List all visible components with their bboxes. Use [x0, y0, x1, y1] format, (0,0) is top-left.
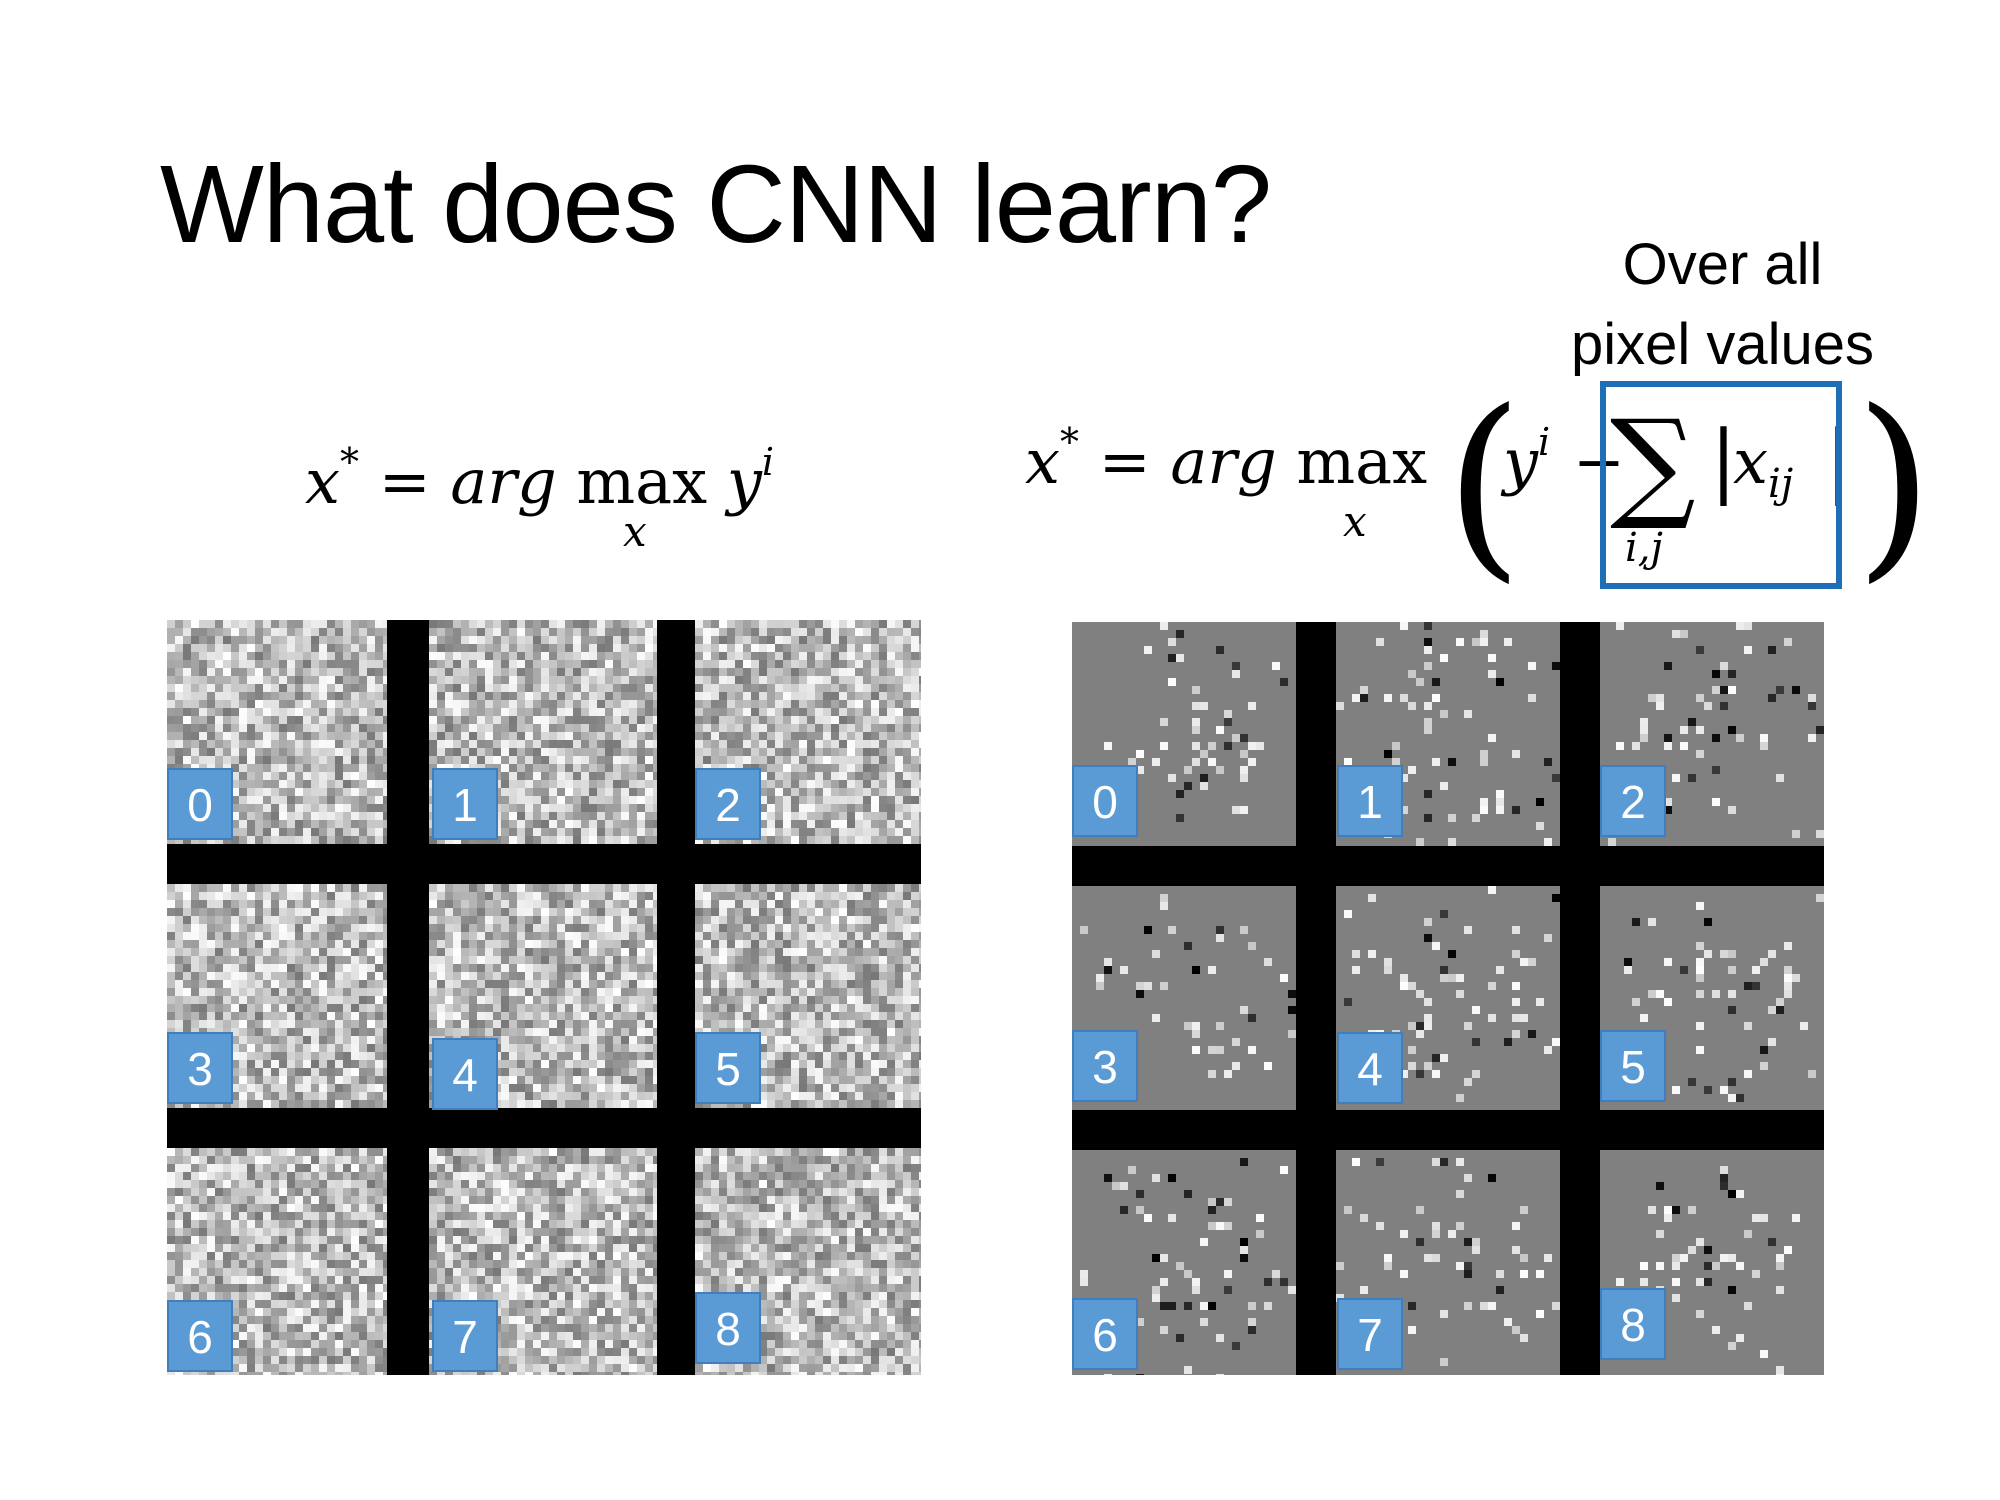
- digit-label: 4: [1337, 1032, 1403, 1104]
- eq1-x: x: [305, 445, 340, 518]
- eq2-minus: −: [1573, 425, 1625, 498]
- sum-highlight-box: [1600, 381, 1842, 589]
- digit-label: 6: [1072, 1298, 1138, 1370]
- equation-regularized: x* = arg max x ( yi − ∑ i,j | xij | ): [1025, 385, 1933, 585]
- eq1-y: y: [726, 445, 762, 518]
- eq2-abs-open: |: [1710, 413, 1737, 506]
- digit-label: 3: [1072, 1030, 1138, 1102]
- eq2-xij: x: [1733, 425, 1768, 498]
- grid-cell: [1072, 1150, 1296, 1382]
- annotation-line-1: Over all: [1622, 232, 1823, 297]
- digit-label: 8: [1600, 1288, 1666, 1360]
- eq2-arg: arg: [1170, 425, 1277, 498]
- digit-label: 4: [432, 1038, 498, 1110]
- digit-label: 5: [1600, 1030, 1666, 1102]
- digit-label: 3: [167, 1032, 233, 1104]
- annotation-note: Over all pixel values: [1545, 225, 1900, 385]
- eq2-ij: ij: [1767, 461, 1794, 507]
- eq2-equals: =: [1098, 425, 1151, 498]
- eq2-sigma-sub: i,j: [1625, 525, 1663, 571]
- eq1-star: *: [339, 440, 359, 484]
- equation-argmax: x* = arg max yi x: [305, 440, 774, 556]
- digit-label: 1: [432, 768, 498, 840]
- digit-label: 1: [1337, 765, 1403, 837]
- grid-cell: [167, 1148, 391, 1380]
- regularized-image-grid: [1072, 622, 1824, 1382]
- digit-label: 2: [695, 768, 761, 840]
- slide-title: What does CNN learn?: [160, 143, 1272, 266]
- digit-label: 7: [1337, 1298, 1403, 1370]
- digit-label: 2: [1600, 765, 1666, 837]
- digit-label: 8: [695, 1292, 761, 1364]
- eq2-open-paren: (: [1445, 368, 1524, 601]
- eq2-y: y: [1503, 425, 1539, 498]
- eq2-sigma: ∑: [1610, 395, 1696, 534]
- digit-label: 5: [695, 1032, 761, 1104]
- eq2-y-group: yi: [1503, 420, 1550, 498]
- eq2-xij-group: xij: [1733, 425, 1793, 507]
- sparse-image: [1072, 1150, 1296, 1382]
- digit-label: 6: [167, 1300, 233, 1372]
- eq2-x: x: [1025, 425, 1060, 498]
- noise-image-grid: [167, 620, 927, 1380]
- eq2-max: max: [1296, 425, 1428, 498]
- eq2-sup: i: [1538, 420, 1551, 464]
- eq1-arg: arg: [450, 445, 557, 518]
- digit-label: 0: [1072, 765, 1138, 837]
- eq2-close-paren: ): [1855, 368, 1934, 601]
- eq2-under: x: [1343, 497, 1367, 546]
- noise-image: [167, 1148, 391, 1380]
- eq2-star: *: [1059, 420, 1079, 464]
- eq1-max: max: [576, 445, 708, 518]
- eq1-under: x: [623, 507, 647, 556]
- eq1-sup: i: [761, 440, 775, 484]
- digit-label: 7: [432, 1300, 498, 1372]
- annotation-line-2: pixel values: [1570, 312, 1875, 377]
- eq1-equals: =: [378, 445, 431, 518]
- digit-label: 0: [167, 768, 233, 840]
